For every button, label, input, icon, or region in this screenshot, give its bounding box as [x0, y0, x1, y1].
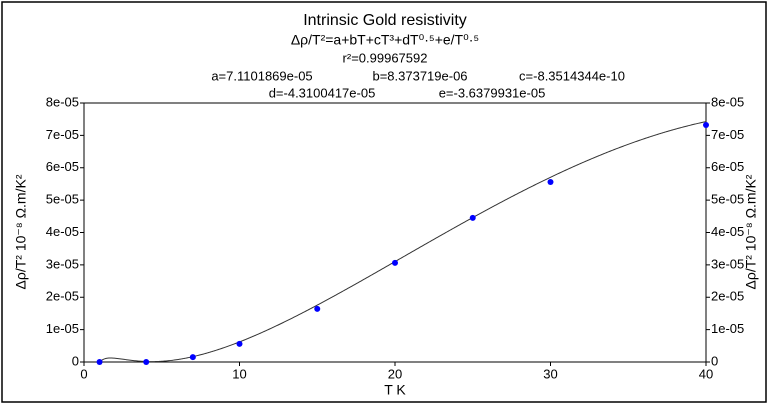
chart-title: Intrinsic Gold resistivity — [303, 12, 467, 29]
y2-tick-label: 1e-05 — [711, 321, 744, 336]
data-point — [236, 340, 243, 347]
y-tick-label: 7e-05 — [46, 127, 79, 142]
y2-tick-label: 8e-05 — [711, 94, 744, 109]
y-tick-label: 4e-05 — [46, 224, 79, 239]
r-squared: r²=0.99967592 — [343, 50, 428, 65]
y2-tick-label: 3e-05 — [711, 256, 744, 271]
data-point — [469, 214, 476, 221]
data-point — [314, 305, 321, 312]
y-tick-label: 0 — [72, 353, 79, 368]
y2-tick-label: 2e-05 — [711, 289, 744, 304]
data-point — [392, 259, 398, 266]
y2-axis-label: Δρ/T² 10⁻⁸ Ω.m/K² — [743, 174, 759, 289]
y-tick-label: 2e-05 — [46, 289, 79, 304]
y2-tick-label: 0 — [711, 353, 718, 368]
parameter: e=-3.6379931e-05 — [439, 85, 546, 100]
data-point — [143, 359, 150, 365]
x-axis-label: T K — [384, 382, 406, 398]
data-point — [189, 354, 196, 361]
y-tick-label: 3e-05 — [46, 256, 79, 271]
data-point — [96, 359, 103, 365]
x-tick-label: 10 — [232, 366, 246, 381]
equation: Δρ/T²=a+bT+cT³+dT⁰·⁵+e/T⁰·⁵ — [291, 32, 479, 48]
x-tick-label: 40 — [699, 366, 713, 381]
y2-tick-label: 6e-05 — [711, 159, 744, 174]
y-tick-label: 5e-05 — [46, 192, 79, 207]
fit-curve — [100, 121, 707, 363]
y2-tick-label: 7e-05 — [711, 127, 744, 142]
y-axis-label: Δρ/T² 10⁻⁸ Ω.m/K² — [13, 174, 29, 289]
data-point — [703, 122, 709, 129]
x-tick-label: 0 — [80, 366, 87, 381]
parameter: c=-8.3514344e-10 — [519, 68, 625, 83]
x-tick-label: 30 — [543, 366, 557, 381]
data-point — [547, 178, 554, 185]
y-tick-label: 1e-05 — [46, 321, 79, 336]
y2-tick-label: 4e-05 — [711, 224, 744, 239]
y-tick-label: 8e-05 — [46, 94, 79, 109]
parameter: a=7.1101869e-05 — [211, 68, 312, 83]
y2-tick-label: 5e-05 — [711, 192, 744, 207]
x-tick-label: 20 — [388, 366, 402, 381]
y-tick-label: 6e-05 — [46, 159, 79, 174]
parameter: d=-4.3100417e-05 — [269, 85, 376, 100]
parameter: b=8.373719e-06 — [372, 68, 467, 83]
